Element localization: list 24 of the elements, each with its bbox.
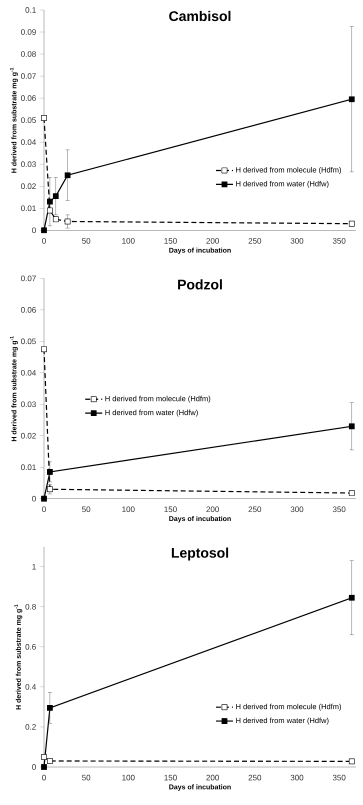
point bbox=[348, 490, 355, 496]
point bbox=[47, 758, 53, 764]
point bbox=[41, 115, 47, 121]
chart-title: Leptosol bbox=[172, 548, 228, 561]
point bbox=[47, 486, 53, 492]
point bbox=[47, 208, 53, 214]
point bbox=[52, 193, 59, 200]
point bbox=[64, 218, 71, 224]
point bbox=[348, 96, 355, 102]
point bbox=[41, 496, 47, 502]
point bbox=[348, 594, 355, 601]
point bbox=[348, 758, 355, 764]
chart-title: Podzol bbox=[178, 279, 222, 290]
point bbox=[41, 754, 47, 760]
point bbox=[348, 423, 355, 430]
point bbox=[47, 198, 53, 205]
point bbox=[41, 764, 47, 770]
point bbox=[41, 346, 47, 352]
point bbox=[41, 227, 47, 234]
point bbox=[47, 705, 53, 711]
chart-title: Cambisol bbox=[169, 10, 230, 22]
point bbox=[64, 172, 71, 178]
point bbox=[348, 220, 355, 227]
point bbox=[47, 469, 53, 475]
